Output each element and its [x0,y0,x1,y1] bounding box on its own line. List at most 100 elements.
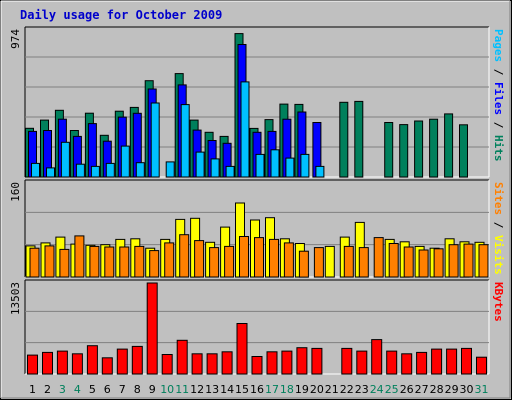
legend-part: KBytes [492,282,505,322]
bar-kbytes-day-22 [341,347,353,375]
bar-pages-day-20 [315,165,325,178]
bar-hits-day-26 [399,124,409,178]
bar-sites-day-9 [149,250,160,278]
bar-sites-day-10 [164,242,175,278]
day-label-23: 23 [355,383,369,396]
bar-pages-day-12 [195,151,205,178]
bar-hits-day-27 [414,120,424,178]
y-max-label: 13503 [9,282,22,315]
bar-kbytes-day-3 [56,350,68,375]
bar-sites-day-5 [89,245,100,278]
bar-kbytes-day-13 [206,353,218,375]
bar-hits-day-30 [459,124,468,178]
bar-pages-day-17 [270,149,280,178]
bar-kbytes-day-30 [461,347,472,375]
bar-hits-day-22 [339,101,349,178]
bar-pages-day-2 [46,167,55,178]
bar-hits-day-23 [354,100,364,178]
bar-sites-day-22 [343,245,354,278]
bar-kbytes-day-17 [266,351,278,375]
bar-sites-day-26 [403,246,414,278]
day-label-12: 12 [190,383,204,396]
bar-pages-day-7 [120,145,130,178]
day-label-26: 26 [400,383,414,396]
y-max-label: 160 [9,182,22,202]
bar-kbytes-day-2 [42,351,53,375]
panels-layer: 974 Pages / Files / Hits 160 Sites / Visits… [9,26,505,375]
bar-sites-day-30 [463,243,474,278]
bar-sites-day-28 [433,248,444,278]
day-label-14: 14 [220,383,234,396]
day-label-31: 31 [475,383,489,396]
day-label-29: 29 [445,383,459,396]
bar-kbytes-day-31 [476,356,487,375]
bar-kbytes-day-8 [131,345,143,375]
day-label-25: 25 [385,383,399,396]
day-label-11: 11 [175,383,189,396]
legend-part: Files [492,82,505,115]
bar-pages-day-19 [300,153,310,178]
bar-sites-day-24 [373,237,384,278]
legend-part: Sites [492,182,505,215]
chart-title: Daily usage for October 2009 [20,8,222,22]
day-label-18: 18 [280,383,294,396]
bar-pages-day-4 [75,163,85,178]
bar-kbytes-day-27 [416,351,428,375]
bar-sites-day-14 [224,245,235,278]
bar-pages-day-1 [31,162,40,178]
bar-hits-day-25 [384,122,394,178]
legend-part: / [492,215,505,235]
bar-kbytes-day-29 [446,348,458,375]
bar-kbytes-day-14 [221,351,233,375]
day-label-30: 30 [460,383,474,396]
bar-kbytes-day-5 [86,345,98,375]
bar-hits-day-28 [429,118,439,178]
day-label-3: 3 [59,383,66,396]
series-legend-label: Pages / Files / Hits [492,29,505,162]
day-label-5: 5 [89,383,96,396]
bar-kbytes-day-6 [101,357,113,375]
bar-sites-day-4 [74,235,85,278]
bar-kbytes-day-25 [386,350,398,375]
bar-sites-day-6 [104,246,115,278]
day-label-19: 19 [295,383,309,396]
y-max-label: 974 [9,29,22,49]
day-label-28: 28 [430,383,444,396]
day-label-6: 6 [104,383,111,396]
panel-visits-sites: 160 Sites / Visits [9,179,505,278]
bar-kbytes-day-19 [296,347,308,375]
bar-kbytes-day-11 [176,339,188,375]
bar-kbytes-day-7 [116,348,128,375]
legend-part: Hits [492,135,505,162]
day-label-16: 16 [250,383,264,396]
bar-pages-day-8 [135,162,145,178]
day-label-24: 24 [370,383,384,396]
bar-pages-day-16 [255,153,265,178]
bar-kbytes-day-4 [71,353,83,375]
series-legend-label: Sites / Visits [492,182,505,275]
series-legend-label: KBytes [492,282,505,322]
bar-pages-day-5 [90,165,100,178]
bar-sites-day-20 [313,247,324,278]
bar-hits-day-29 [444,113,454,178]
day-label-13: 13 [205,383,219,396]
bar-sites-day-18 [283,242,294,278]
bar-pages-day-9 [150,102,160,178]
bar-sites-day-17 [269,238,279,278]
bar-sites-day-16 [254,237,264,278]
bar-kbytes-day-9 [146,282,158,375]
day-label-1: 1 [29,383,36,396]
bar-kbytes-day-28 [431,348,443,375]
bar-sites-day-11 [179,234,190,278]
legend-part: / [492,115,505,135]
bar-visits-day-21 [324,245,335,278]
bar-pages-day-13 [210,158,220,178]
bar-sites-day-8 [134,245,145,278]
legend-part: / [492,62,505,82]
bar-sites-day-12 [194,240,205,278]
day-label-20: 20 [310,383,324,396]
bar-sites-day-7 [119,246,130,278]
bar-sites-day-31 [478,244,489,278]
bar-sites-day-23 [358,247,369,278]
day-label-10: 10 [160,383,174,396]
